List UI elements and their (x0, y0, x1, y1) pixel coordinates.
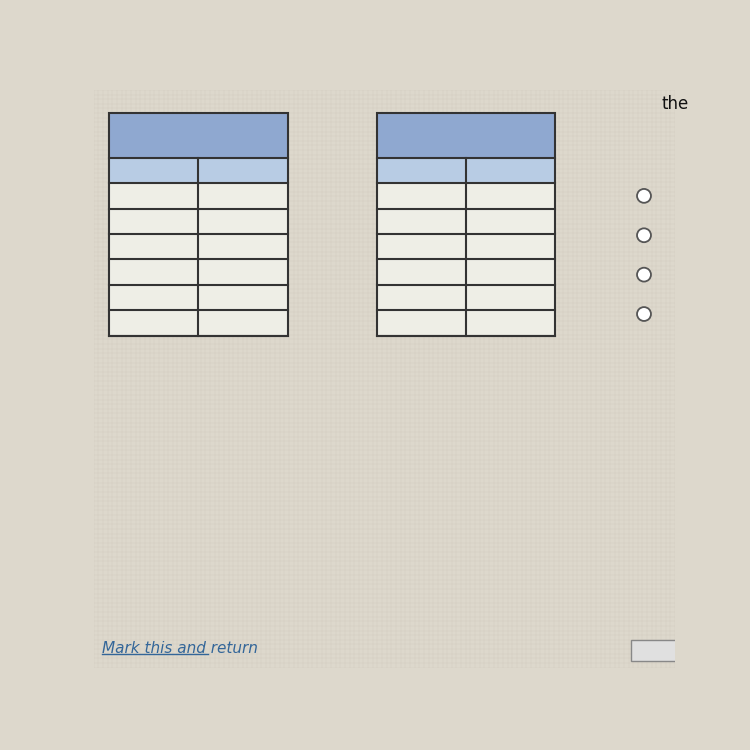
Bar (198, 260, 287, 285)
Text: Mark this and return: Mark this and return (101, 640, 257, 656)
Bar (110, 113, 287, 158)
Bar (198, 158, 287, 183)
Text: x: x (148, 161, 160, 180)
Bar (110, 209, 198, 234)
Text: the: the (662, 94, 689, 112)
Bar (376, 183, 466, 209)
Text: −9: −9 (140, 238, 167, 256)
Bar (110, 158, 198, 183)
Bar (198, 285, 287, 310)
Bar (198, 183, 287, 209)
Bar (376, 234, 466, 260)
Bar (110, 260, 198, 285)
Circle shape (637, 228, 651, 242)
Text: 7: 7 (237, 314, 249, 332)
Circle shape (637, 268, 651, 281)
Text: −6: −6 (408, 263, 434, 281)
Bar (376, 260, 466, 285)
Bar (376, 209, 466, 234)
Text: x: x (415, 161, 428, 180)
Circle shape (637, 307, 651, 321)
Text: −9: −9 (408, 238, 434, 256)
Bar (198, 234, 287, 260)
Text: −12: −12 (402, 212, 440, 230)
Text: −12: −12 (135, 212, 172, 230)
Bar (376, 310, 466, 336)
Text: −3: −3 (408, 289, 434, 307)
Bar (110, 183, 198, 209)
Bar (110, 310, 198, 336)
Text: f(x): f(x) (224, 161, 262, 180)
Text: 0: 0 (416, 314, 427, 332)
Bar (110, 113, 287, 336)
Text: −15: −15 (491, 187, 530, 205)
Bar (466, 158, 555, 183)
Bar (376, 113, 555, 158)
Text: −6: −6 (140, 263, 167, 281)
Bar (466, 260, 555, 285)
Bar (110, 234, 198, 260)
Circle shape (637, 189, 651, 202)
Bar (466, 234, 555, 260)
Text: −15: −15 (402, 187, 440, 205)
Bar (198, 209, 287, 234)
Text: 15: 15 (499, 314, 522, 332)
Bar (198, 310, 287, 336)
Text: g(x): g(x) (488, 161, 532, 180)
Text: −3: −3 (230, 187, 256, 205)
Bar (466, 310, 555, 336)
Text: $g(x)=2x+15$: $g(x)=2x+15$ (398, 124, 534, 147)
Text: −3: −3 (140, 289, 167, 307)
Text: 0: 0 (148, 314, 160, 332)
Text: Sav: Sav (640, 643, 668, 658)
Bar (376, 285, 466, 310)
Bar (376, 158, 466, 183)
Bar (631, 640, 677, 662)
Bar (376, 113, 555, 336)
Bar (466, 183, 555, 209)
Bar (466, 285, 555, 310)
Text: $f(x)=\dfrac{2}{3}x+7$: $f(x)=\dfrac{2}{3}x+7$ (138, 116, 259, 154)
Bar (466, 209, 555, 234)
Text: −15: −15 (135, 187, 172, 205)
Bar (110, 285, 198, 310)
